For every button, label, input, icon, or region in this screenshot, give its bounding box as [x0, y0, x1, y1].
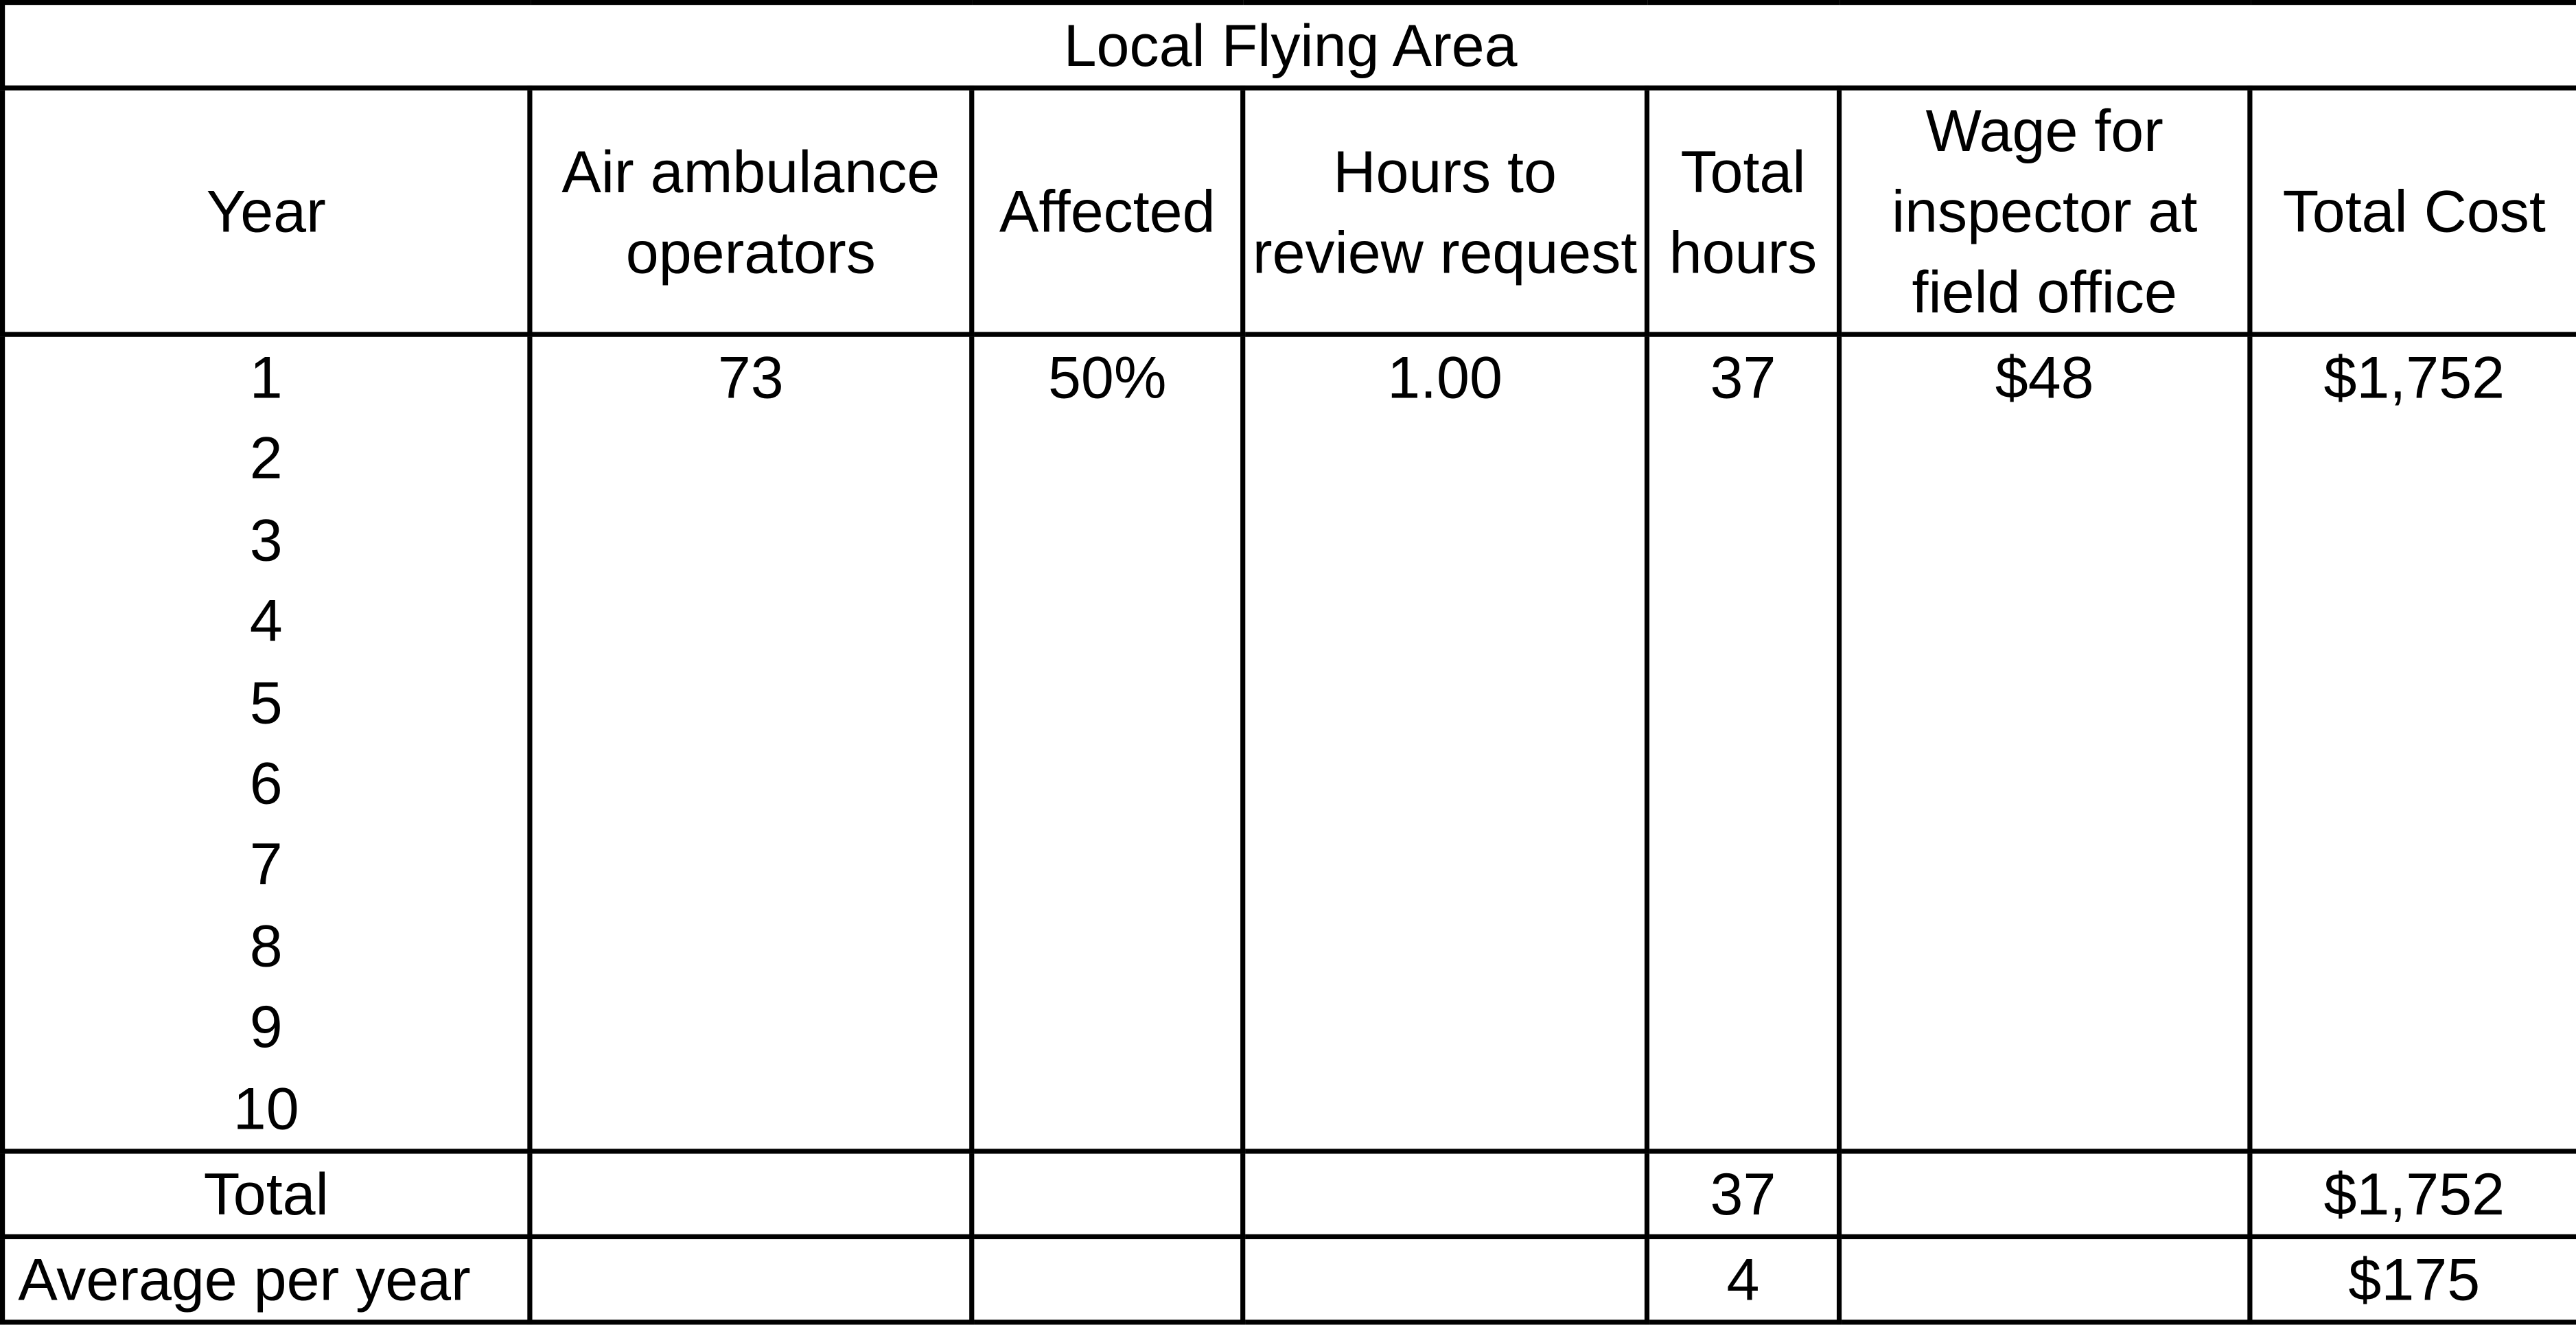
- average-hours: 4: [1644, 1234, 1842, 1325]
- empty-cell: [1836, 1234, 2253, 1325]
- year-cell: 1 2 3 4 5 6 7 8 9 10: [0, 332, 533, 1154]
- empty-cell: [1836, 1149, 2253, 1240]
- total-hours-cell: 37: [1644, 332, 1842, 1154]
- year-label: 5: [249, 668, 283, 736]
- header-row: Year Air ambulance operators Affected Ho…: [0, 85, 2576, 337]
- total-cost-sum: $1,752: [2247, 1149, 2576, 1240]
- total-hours-value: 37: [1710, 343, 1776, 411]
- header-total-hours: Total hours: [1644, 85, 1842, 337]
- header-operators: Air ambulance operators: [527, 85, 975, 337]
- total-label: Total: [0, 1149, 533, 1240]
- header-wage: Wage for inspector at field office: [1836, 85, 2253, 337]
- header-year: Year: [0, 85, 533, 337]
- operators-cell: 73: [527, 332, 975, 1154]
- empty-cell: [969, 1234, 1246, 1325]
- year-label: 3: [249, 505, 283, 573]
- average-cost: $175: [2247, 1234, 2576, 1325]
- wage-value: $48: [1995, 343, 2094, 411]
- table-title: Local Flying Area: [0, 0, 2576, 91]
- hours-review-value: 1.00: [1387, 343, 1502, 411]
- year-label: 9: [249, 993, 283, 1061]
- total-hours-sum: 37: [1644, 1149, 1842, 1240]
- empty-cell: [1240, 1234, 1650, 1325]
- year-label: 10: [233, 1074, 299, 1142]
- year-label: 2: [249, 424, 283, 492]
- year-label: 7: [249, 830, 283, 898]
- year-label: 1: [249, 343, 283, 411]
- empty-cell: [527, 1234, 975, 1325]
- average-row: Average per year 4 $175: [0, 1234, 2576, 1325]
- empty-cell: [1240, 1149, 1650, 1240]
- hours-review-cell: 1.00: [1240, 332, 1650, 1154]
- empty-cell: [969, 1149, 1246, 1240]
- operators-value: 73: [717, 343, 784, 411]
- title-row: Local Flying Area: [0, 0, 2576, 91]
- year-label: 6: [249, 749, 283, 817]
- data-row: 1 2 3 4 5 6 7 8 9 10 73 50% 1.00 37 $48 …: [0, 332, 2576, 1154]
- affected-value: 50%: [1047, 343, 1167, 411]
- affected-cell: 50%: [969, 332, 1246, 1154]
- total-cost-cell: $1,752: [2247, 332, 2576, 1154]
- total-cost-value: $1,752: [2323, 343, 2505, 411]
- total-row: Total 37 $1,752: [0, 1149, 2576, 1240]
- year-label: 4: [249, 587, 283, 655]
- year-label: 8: [249, 912, 283, 980]
- empty-cell: [527, 1149, 975, 1240]
- header-hours-review: Hours to review request: [1240, 85, 1650, 337]
- average-label: Average per year: [0, 1234, 533, 1325]
- header-total-cost: Total Cost: [2247, 85, 2576, 337]
- wage-cell: $48: [1836, 332, 2253, 1154]
- header-affected: Affected: [969, 85, 1246, 337]
